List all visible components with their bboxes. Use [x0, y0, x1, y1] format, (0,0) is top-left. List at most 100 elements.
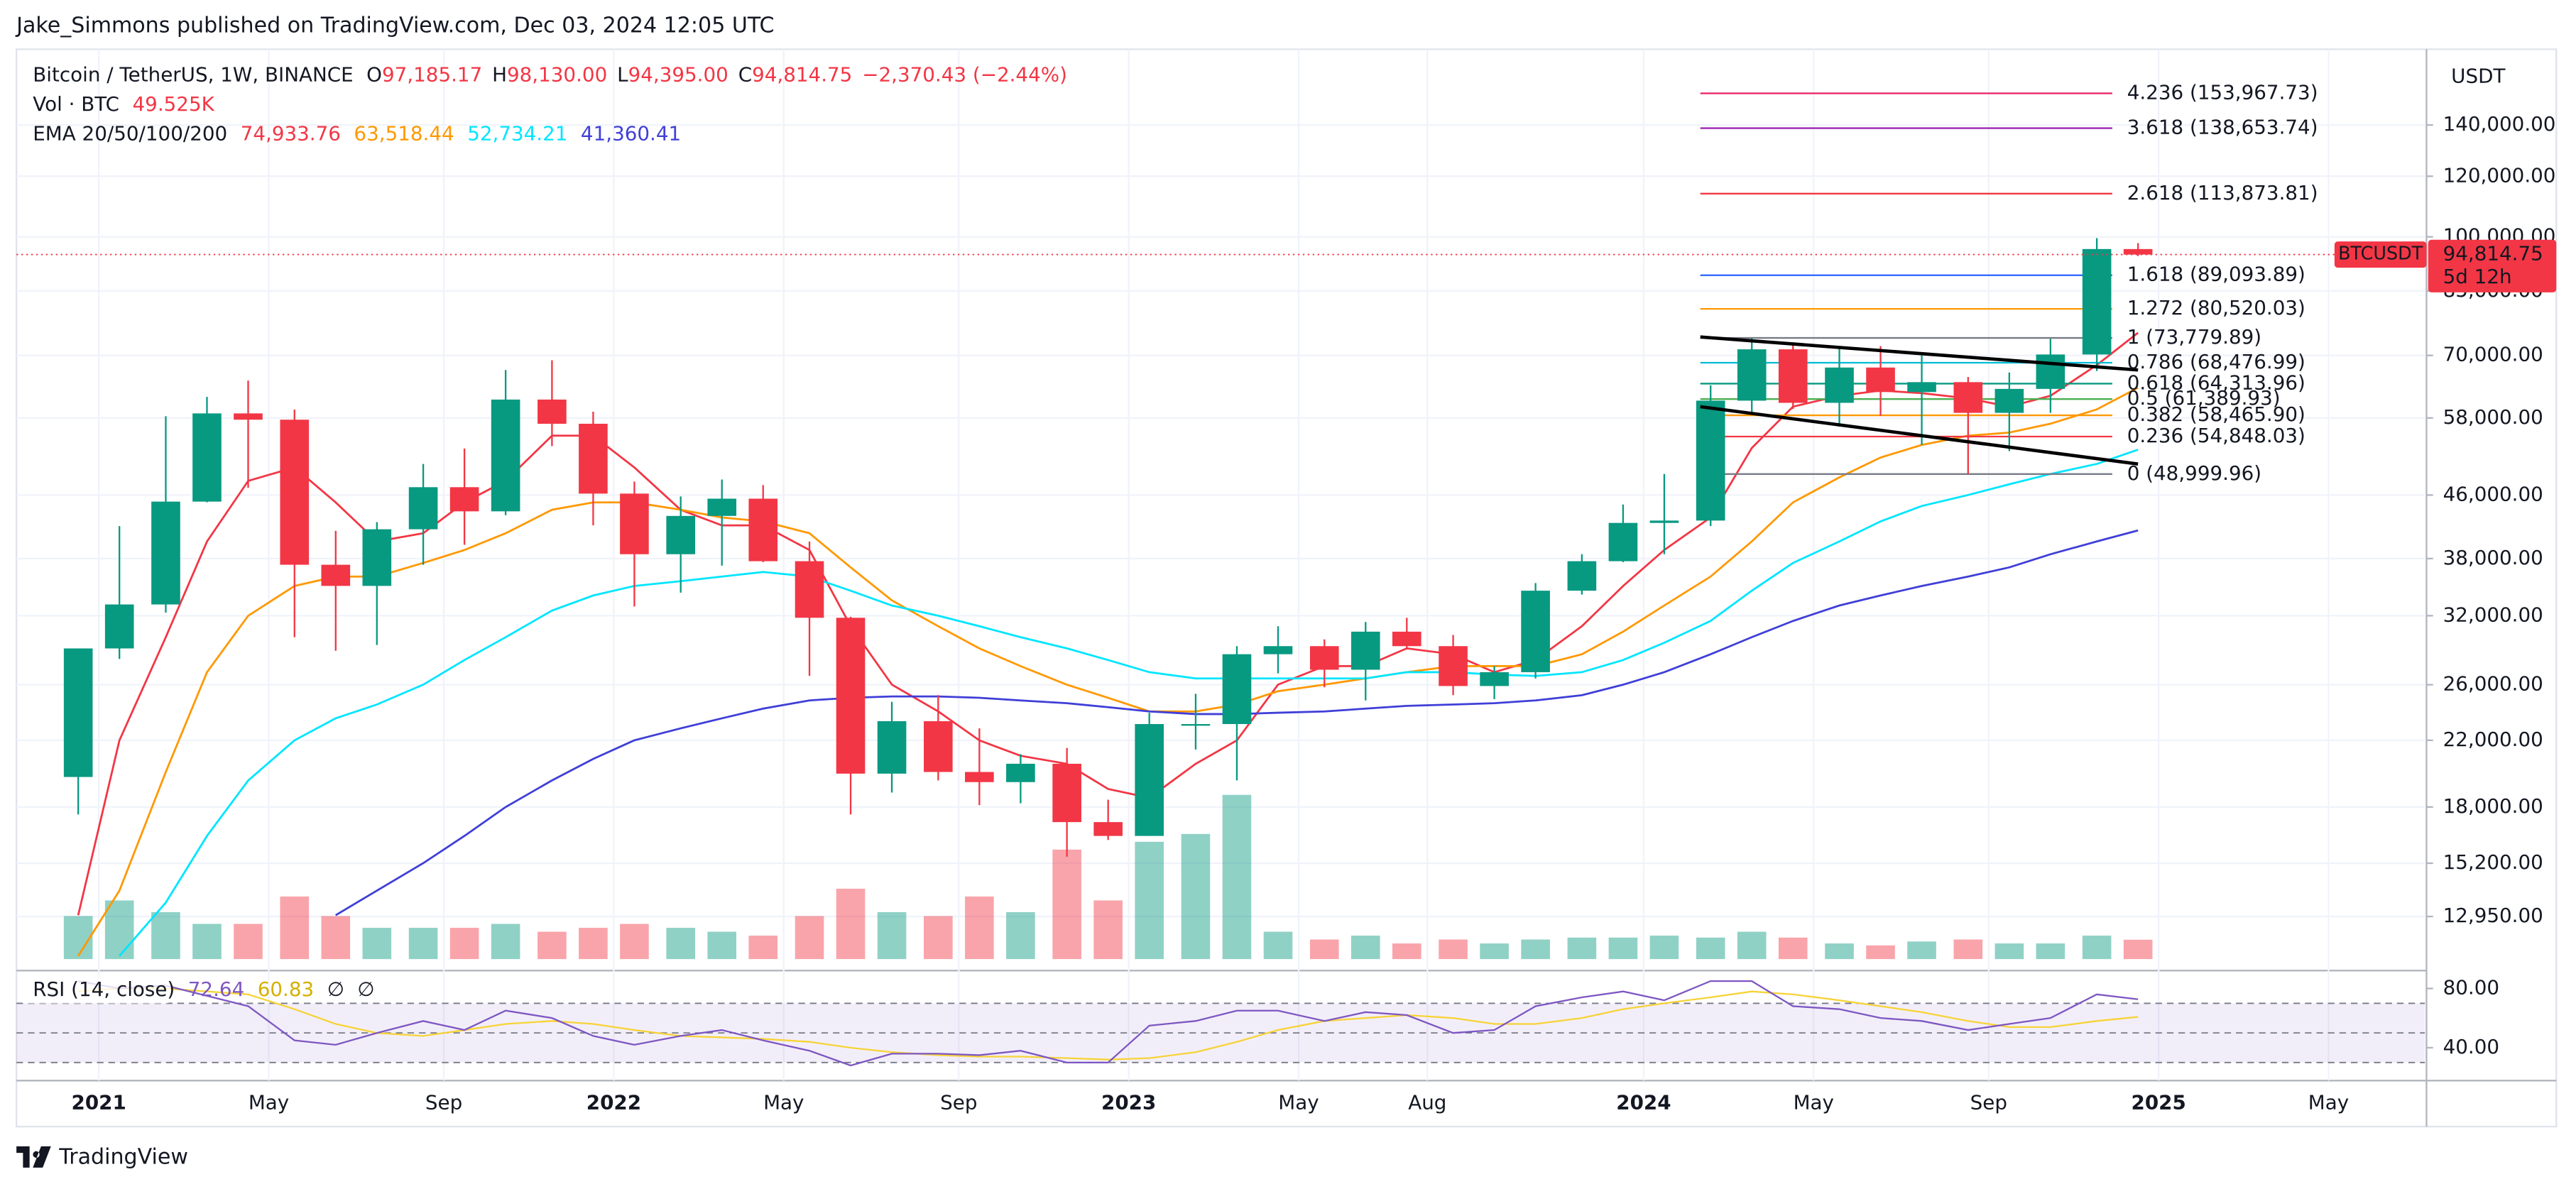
fib-label: 0.786 (68,476.99)	[2127, 350, 2305, 373]
volume-bar	[1439, 939, 1468, 960]
y-tick-label: 58,000.00	[2443, 405, 2543, 429]
volume-bar	[537, 931, 567, 960]
x-tick-label: Aug	[1408, 1091, 1446, 1114]
symbol-tag-label: BTCUSDT	[2338, 243, 2423, 265]
x-tick-label: 2025	[2132, 1091, 2186, 1114]
volume-bar	[924, 916, 953, 960]
volume-bar	[1350, 936, 1380, 960]
candle-body	[1696, 400, 1725, 521]
candle-body	[924, 720, 953, 772]
x-tick-label: May	[763, 1091, 804, 1114]
candle-body	[1309, 646, 1339, 670]
candle-body	[1392, 631, 1421, 647]
symbol: Bitcoin / TetherUS, 1W, BINANCE	[33, 62, 353, 86]
volume-bar	[620, 924, 649, 960]
countdown-label: 5d 12h	[2443, 265, 2512, 288]
volume-bar	[1737, 931, 1767, 960]
legend-main: Bitcoin / TetherUS, 1W, BINANCE O97,185.1…	[33, 62, 1067, 86]
fib-label: 0.382 (58,465.90)	[2127, 402, 2305, 426]
volume-bar	[151, 912, 180, 960]
volume-bar	[1052, 849, 1081, 960]
y-tick-label: 32,000.00	[2443, 603, 2543, 626]
x-tick-label: May	[1278, 1091, 1319, 1114]
rsi-symbol: ∅	[357, 977, 374, 1001]
candle-body	[795, 561, 824, 618]
volume-bar	[321, 916, 351, 960]
rsi-legend-bg	[19, 975, 171, 1004]
volume-bar	[1907, 941, 1936, 960]
volume-bar	[836, 888, 866, 960]
candle-body	[1222, 654, 1252, 725]
trendline	[1700, 335, 2139, 372]
y-tick-label: 12,950.00	[2443, 904, 2543, 927]
y-tick-label: 70,000.00	[2443, 343, 2543, 366]
y-tick-label: 120,000.00	[2443, 163, 2556, 187]
candle-body	[321, 564, 351, 586]
candle-body	[1350, 631, 1380, 670]
y-tick-label: 140,000.00	[2443, 112, 2556, 136]
fib-label: 0.5 (61,389.93)	[2127, 386, 2281, 410]
l-label: L	[617, 62, 628, 86]
volume-bar	[1696, 937, 1725, 960]
candle-body	[1608, 522, 1638, 561]
fib-label: 0.236 (54,848.03)	[2127, 424, 2305, 447]
volume-bar	[280, 896, 310, 960]
ema-value: 52,734.21	[467, 122, 567, 146]
volume-bar	[1181, 833, 1211, 960]
high-value: 98,130.00	[507, 62, 607, 86]
fib-label: 2.618 (113,873.81)	[2127, 181, 2318, 204]
fib-label: 4.236 (153,967.73)	[2127, 81, 2318, 104]
volume-bar	[1309, 939, 1339, 960]
rsi-tick-label: 80.00	[2443, 976, 2499, 999]
volume-bar	[2082, 936, 2112, 960]
volume-bar	[707, 931, 737, 960]
candle-body	[579, 423, 608, 494]
volume-bar	[1480, 943, 1509, 960]
rsi-tick-label: 40.00	[2443, 1035, 2499, 1058]
close-value: 94,814.75	[752, 62, 852, 86]
ema-line	[119, 449, 2139, 957]
candle-body	[2123, 248, 2153, 255]
volume-bar	[2036, 943, 2065, 960]
volume-bar	[1778, 937, 1808, 960]
volume-bar	[1521, 939, 1550, 960]
rsi-symbol: ∅	[327, 977, 344, 1001]
candle-body	[1994, 388, 2024, 413]
tradingview-logo	[16, 1146, 51, 1168]
chart-frame	[15, 48, 2558, 1128]
x-tick-label: Sep	[1970, 1091, 2007, 1114]
currency-label: USDT	[2451, 65, 2506, 88]
candle-body	[666, 515, 696, 554]
volume-bar	[1953, 939, 1983, 960]
y-tick-label: 38,000.00	[2443, 546, 2543, 569]
rsi-ma-line	[78, 987, 2139, 1061]
candle-body	[104, 604, 134, 649]
volume-bar	[795, 916, 824, 960]
candle-body	[707, 498, 737, 516]
candle-body	[491, 399, 520, 512]
candle-body	[537, 399, 567, 424]
candle-body	[1866, 367, 1895, 393]
candle-body	[1135, 724, 1164, 836]
candle-body	[1263, 646, 1293, 654]
overlay: Bitcoin / TetherUS, 1W, BINANCE O97,185.1…	[16, 62, 2557, 1170]
fib-label: 0 (48,999.96)	[2127, 461, 2261, 485]
h-label: H	[492, 62, 507, 86]
candle-body	[408, 487, 438, 530]
ema-label: EMA 20/50/100/200	[33, 122, 227, 146]
ema-value: 41,360.41	[581, 122, 681, 146]
open-value: 97,185.17	[382, 62, 482, 86]
trendline	[1700, 405, 2139, 466]
x-tick-label: May	[1794, 1091, 1834, 1114]
symbol-tag	[2334, 241, 2427, 268]
fib-label: 1.272 (80,520.03)	[2127, 296, 2305, 319]
volume-bar	[1608, 937, 1638, 960]
ema-value: 63,518.44	[354, 122, 454, 146]
volume-bar	[192, 924, 222, 960]
x-tick-label: May	[249, 1091, 289, 1114]
price-tag-label: 94,814.75	[2443, 242, 2543, 265]
volume-bar	[877, 912, 907, 960]
candle-body	[877, 720, 907, 774]
y-tick-label: 22,000.00	[2443, 728, 2543, 751]
x-tick-label: May	[2308, 1091, 2349, 1114]
